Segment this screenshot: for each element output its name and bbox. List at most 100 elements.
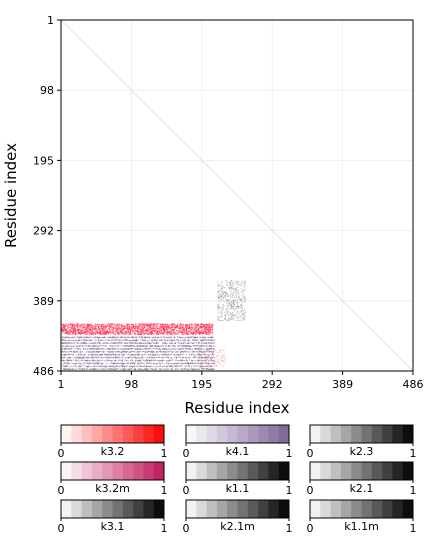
scatter-point bbox=[197, 348, 199, 350]
scatter-point bbox=[96, 362, 98, 364]
scatter-point bbox=[114, 356, 116, 358]
scatter-point bbox=[207, 350, 209, 352]
scatter-point bbox=[113, 339, 115, 341]
scatter-point bbox=[107, 348, 109, 350]
scatter-point bbox=[155, 323, 157, 325]
scatter-point bbox=[132, 360, 134, 361]
scatter-point bbox=[109, 345, 111, 347]
scatter-point bbox=[109, 339, 111, 341]
scatter-point bbox=[197, 348, 199, 350]
scatter-point bbox=[150, 324, 152, 326]
scatter-point bbox=[92, 331, 93, 333]
scatter-point bbox=[193, 329, 195, 331]
scatter-point bbox=[212, 363, 214, 364]
scatter-point bbox=[70, 328, 72, 330]
scatter-point bbox=[87, 328, 89, 329]
scatter-point bbox=[138, 359, 140, 361]
scatter-point bbox=[203, 333, 205, 334]
scatter-point bbox=[127, 339, 129, 341]
scatter-point bbox=[65, 345, 67, 347]
scatter-point bbox=[64, 336, 66, 338]
scatter-point bbox=[113, 356, 115, 358]
scatter-point bbox=[146, 365, 148, 367]
scatter-point bbox=[68, 333, 70, 335]
scatter-point bbox=[104, 336, 106, 338]
scatter-point bbox=[206, 327, 208, 329]
scatter-point bbox=[113, 336, 115, 338]
scatter-point bbox=[65, 365, 67, 367]
scatter-point bbox=[131, 368, 133, 370]
scatter-point bbox=[127, 329, 129, 331]
scatter-point bbox=[102, 324, 104, 325]
scatter-point bbox=[64, 348, 66, 350]
scatter-point bbox=[113, 354, 115, 356]
scatter-point bbox=[222, 365, 224, 367]
scatter-point bbox=[196, 330, 198, 332]
scatter-point bbox=[73, 351, 74, 353]
scatter-point bbox=[194, 333, 196, 335]
scatter-point bbox=[166, 329, 168, 331]
scatter-point bbox=[180, 327, 182, 329]
scatter-point bbox=[77, 346, 79, 347]
scatter-point bbox=[160, 323, 161, 325]
scatter-point bbox=[111, 340, 113, 342]
scatter-point bbox=[80, 327, 82, 329]
scatter-point bbox=[84, 333, 86, 335]
scatter-point bbox=[152, 354, 154, 356]
scatter-point bbox=[149, 356, 151, 358]
scatter-point bbox=[204, 328, 206, 330]
scatter-point bbox=[212, 350, 214, 352]
scatter-point bbox=[204, 353, 206, 355]
scatter-point bbox=[126, 348, 128, 350]
scatter-point bbox=[115, 368, 117, 370]
scatter-point bbox=[122, 336, 123, 338]
scatter-point bbox=[130, 324, 132, 325]
scatter-point bbox=[99, 329, 101, 331]
scatter-point bbox=[89, 336, 91, 338]
scatter-point bbox=[188, 336, 190, 338]
scatter-point bbox=[129, 351, 131, 353]
scatter-point bbox=[147, 368, 149, 370]
scatter-point bbox=[64, 342, 66, 344]
scatter-point bbox=[121, 363, 123, 365]
scatter-point bbox=[121, 362, 123, 364]
scatter-point bbox=[90, 356, 92, 358]
scatter-point bbox=[164, 353, 166, 355]
scatter-point bbox=[62, 339, 64, 341]
scatter-point bbox=[100, 365, 102, 367]
scatter-point bbox=[199, 363, 201, 365]
scatter-point bbox=[219, 349, 221, 350]
scatter-point bbox=[168, 337, 170, 339]
scatter-point bbox=[160, 325, 162, 327]
scatter-point bbox=[199, 352, 201, 354]
scatter-point bbox=[122, 327, 124, 329]
scatter-point bbox=[115, 339, 117, 341]
scatter-point bbox=[139, 368, 141, 370]
scatter-point bbox=[63, 348, 65, 350]
scatter-point bbox=[209, 348, 211, 350]
scatter-point bbox=[109, 342, 111, 344]
scatter-point bbox=[185, 327, 187, 329]
scatter-point bbox=[83, 356, 85, 358]
scatter-point bbox=[150, 363, 152, 365]
scatter-point bbox=[98, 337, 99, 339]
scatter-point bbox=[127, 330, 129, 332]
scatter-point bbox=[86, 368, 88, 370]
scatter-point bbox=[108, 332, 110, 333]
scatter-point bbox=[122, 351, 124, 353]
scatter-point bbox=[197, 327, 199, 329]
scatter-point bbox=[164, 328, 166, 330]
scatter-point bbox=[175, 325, 177, 327]
scatter-point bbox=[181, 340, 183, 342]
scatter-point bbox=[87, 333, 88, 334]
scatter-point bbox=[176, 357, 178, 359]
scatter-point bbox=[156, 348, 158, 349]
scatter-point bbox=[69, 326, 71, 328]
scatter-point bbox=[99, 360, 101, 362]
scatter-point bbox=[69, 333, 71, 335]
scatter-point bbox=[208, 354, 210, 356]
scatter-point bbox=[183, 348, 185, 349]
scatter-point bbox=[125, 360, 127, 362]
scatter-point bbox=[114, 336, 116, 338]
scatter-point bbox=[116, 348, 118, 350]
